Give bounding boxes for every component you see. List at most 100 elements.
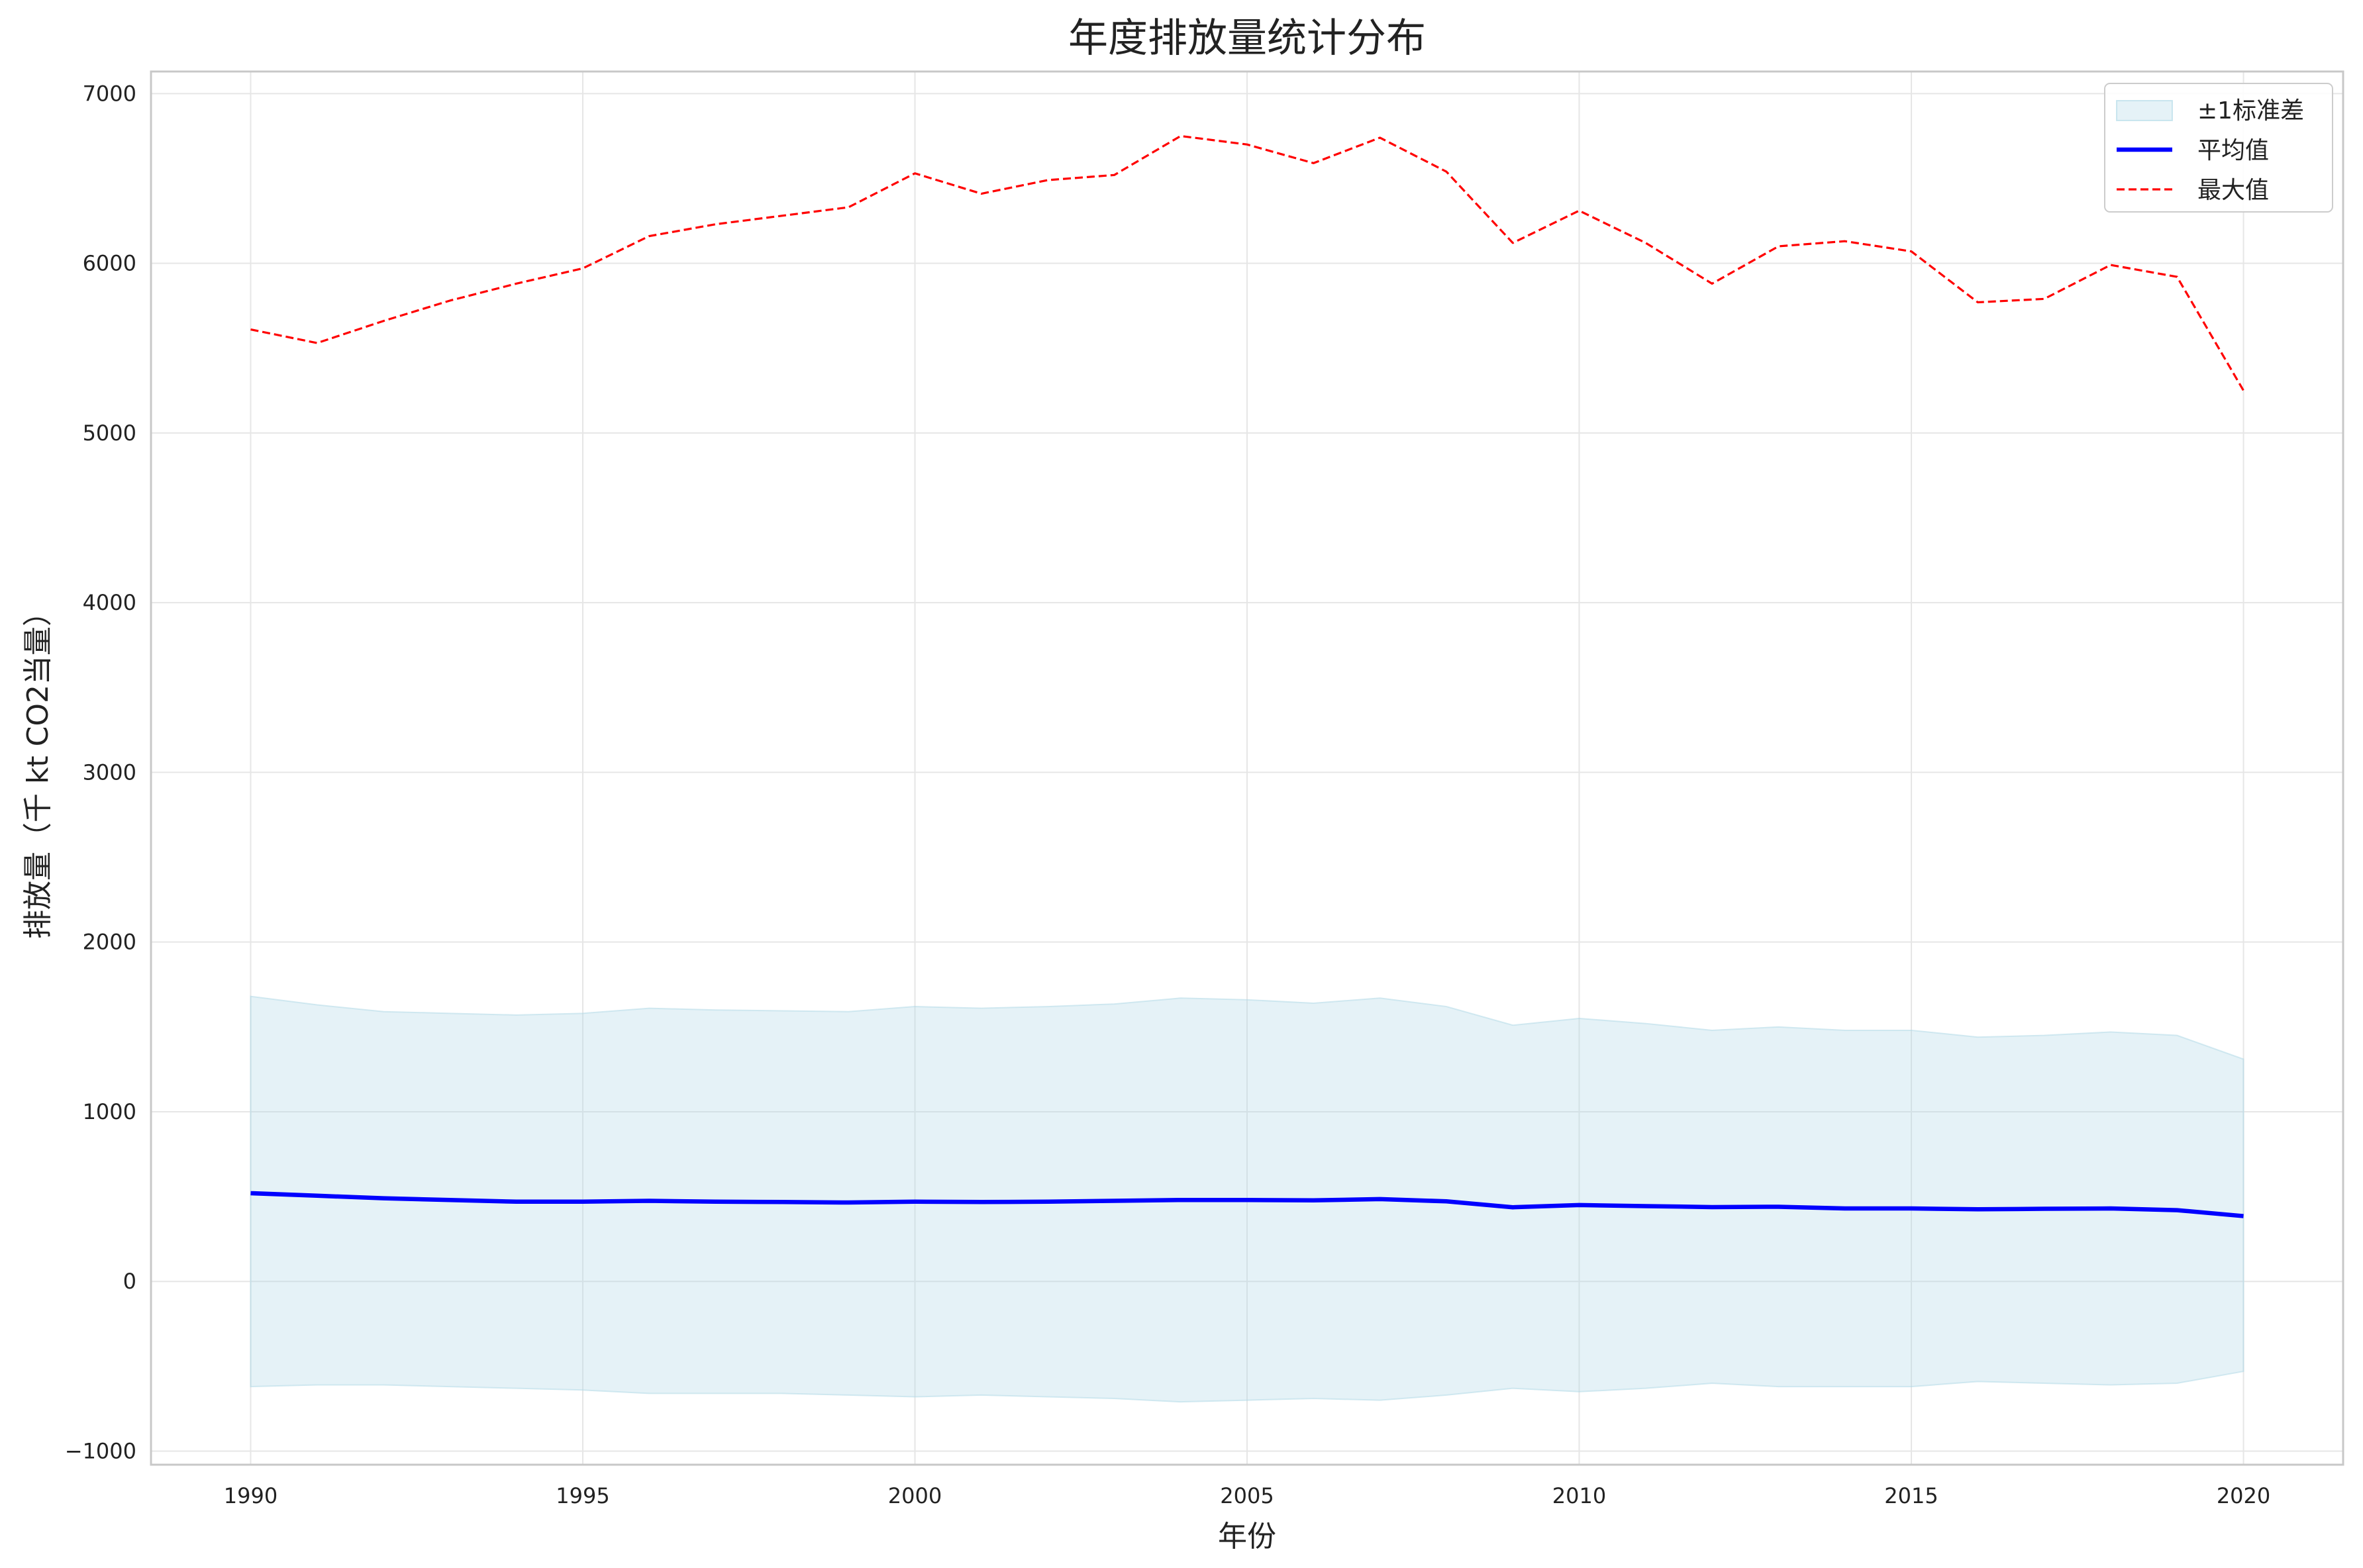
- std-band-lower-point: [1711, 1383, 1713, 1384]
- mean-line-point: [1380, 1199, 1381, 1200]
- x-tick-label: 2010: [1552, 1483, 1606, 1508]
- std-band-lower-point: [1180, 1401, 1182, 1402]
- std-band-upper-point: [1246, 999, 1248, 1001]
- max-line-point: [715, 224, 717, 225]
- x-tick-label: 2000: [888, 1483, 942, 1508]
- y-tick-label: 4000: [83, 590, 136, 615]
- std-band-upper-point: [1579, 1018, 1580, 1019]
- max-line-point: [1446, 171, 1447, 172]
- mean-line-point: [1113, 1200, 1115, 1201]
- y-tick-label: 6000: [83, 251, 136, 276]
- std-band-lower-point: [1047, 1396, 1048, 1397]
- x-tick-label: 2005: [1220, 1483, 1274, 1508]
- mean-line-point: [715, 1201, 717, 1202]
- mean-line-point: [781, 1201, 783, 1202]
- std-band-lower-point: [1579, 1391, 1580, 1393]
- max-line-point: [981, 193, 982, 195]
- std-band-lower-point: [2176, 1383, 2178, 1384]
- max-line-point: [1113, 174, 1115, 175]
- mean-line-point: [1313, 1200, 1314, 1201]
- max-line-point: [1844, 240, 1846, 242]
- std-band-upper-point: [250, 996, 251, 997]
- std-band-upper-point: [1512, 1024, 1513, 1026]
- std-band-lower-point: [1778, 1386, 1779, 1387]
- mean-line-point: [1645, 1205, 1646, 1206]
- mean-line-point: [981, 1201, 982, 1202]
- max-line-point: [516, 283, 517, 284]
- mean-line-point: [2044, 1208, 2045, 1210]
- std-band-lower-point: [648, 1393, 650, 1394]
- x-tick-label: 2015: [1884, 1483, 1938, 1508]
- max-line-point: [1246, 144, 1248, 145]
- std-band-lower-point: [1446, 1395, 1447, 1396]
- max-line: [250, 134, 2244, 391]
- std-band-lower-point: [449, 1386, 450, 1387]
- max-line-point: [383, 320, 384, 322]
- std-band-upper-point: [1113, 1003, 1115, 1004]
- line-layer: [250, 134, 2244, 1218]
- std-band-upper-point: [981, 1008, 982, 1009]
- mean-line-point: [1180, 1199, 1182, 1200]
- mean-line-point: [1778, 1206, 1779, 1207]
- max-line-point: [1512, 242, 1513, 244]
- max-line-point: [449, 300, 450, 301]
- mean-line-point: [1446, 1200, 1447, 1202]
- max-line-point: [1778, 246, 1779, 247]
- legend-label: 最大值: [2197, 177, 2269, 204]
- std-band-lower-point: [1246, 1400, 1248, 1401]
- mean-line-point: [1246, 1199, 1248, 1200]
- std-band-lower-point: [516, 1388, 517, 1389]
- std-band-upper-point: [1844, 1030, 1846, 1031]
- std-band-lower-point: [2243, 1371, 2244, 1372]
- max-line-point: [1711, 283, 1713, 284]
- std-band-upper-point: [1977, 1036, 1978, 1038]
- max-line-point: [317, 342, 318, 344]
- x-tick-label: 1990: [224, 1483, 277, 1508]
- std-band-lower-point: [2110, 1385, 2111, 1386]
- std-band-upper-point: [648, 1008, 650, 1009]
- max-line-point: [781, 215, 783, 217]
- y-tick-label: 3000: [83, 760, 136, 785]
- max-line-point: [1977, 302, 1978, 303]
- mean-line-point: [1711, 1206, 1713, 1208]
- mean-line-point: [1844, 1208, 1846, 1209]
- mean-line-point: [449, 1199, 450, 1200]
- std-band-lower-point: [582, 1389, 583, 1391]
- std-band-lower-point: [383, 1385, 384, 1386]
- max-line-point: [2044, 298, 2045, 299]
- max-line-point: [582, 268, 583, 269]
- std-band-lower-point: [1645, 1388, 1646, 1389]
- std-band-upper-point: [516, 1014, 517, 1016]
- mean-line-point: [250, 1193, 251, 1194]
- mean-line-point: [317, 1195, 318, 1197]
- std-band-upper-point: [914, 1006, 915, 1007]
- x-tick-label: 2020: [2217, 1483, 2270, 1508]
- std-band-upper-point: [1380, 997, 1381, 999]
- std-band-lower-point: [1113, 1398, 1115, 1399]
- max-line-point: [1047, 179, 1048, 181]
- y-tick-label: 2000: [83, 930, 136, 955]
- std-band-lower-point: [1512, 1388, 1513, 1389]
- std-band-lower-point: [1911, 1386, 1912, 1387]
- mean-line-point: [2243, 1216, 2244, 1217]
- mean-line-point: [582, 1201, 583, 1202]
- legend-label: ±1标准差: [2197, 97, 2304, 124]
- std-band-lower-point: [715, 1393, 717, 1394]
- y-tick-labels: −1000 0 1000 2000 3000 4000 5000 6000 7000: [65, 81, 136, 1463]
- y-axis-label: 排放量（千 kt CO2当量）: [21, 597, 55, 939]
- std-band-upper-point: [317, 1004, 318, 1006]
- max-line-point: [1911, 251, 1912, 252]
- mean-line-point: [2110, 1208, 2111, 1209]
- y-tick-label: 5000: [83, 420, 136, 446]
- mean-line-point: [1512, 1206, 1513, 1208]
- max-line-point: [648, 236, 650, 237]
- std-band-lower-point: [914, 1396, 915, 1397]
- std-band-upper-point: [1047, 1006, 1048, 1007]
- std-band-lower-point: [1844, 1386, 1846, 1387]
- y-tick-label: 0: [123, 1269, 136, 1294]
- std-band-lower-point: [2044, 1383, 2045, 1384]
- std-band-upper-point: [582, 1012, 583, 1014]
